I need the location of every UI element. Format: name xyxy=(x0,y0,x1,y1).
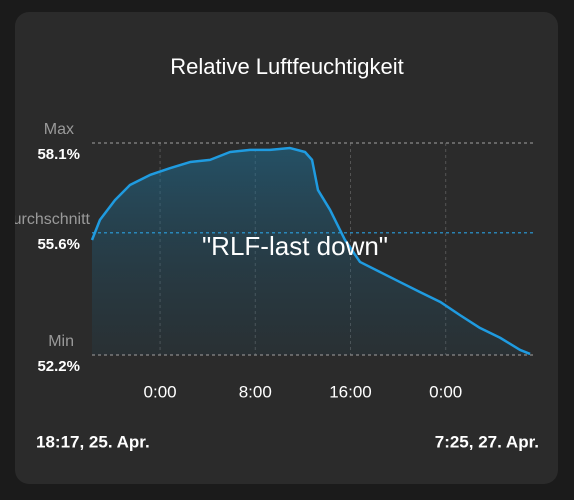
start-label: 18:17, 25. Apr. xyxy=(36,432,150,451)
reference-name: Durchschnitt xyxy=(1,211,90,228)
reference-value: 55.6% xyxy=(37,236,80,253)
x-tick-label: 0:00 xyxy=(144,382,177,401)
reference-value: 52.2% xyxy=(37,358,80,375)
reference-value: 58.1% xyxy=(37,146,80,163)
reference-name: Min xyxy=(48,333,74,350)
x-tick-label: 8:00 xyxy=(239,382,272,401)
card-content: Relative Luftfeuchtigkeit 18:17, 25. Apr… xyxy=(1,54,539,452)
end-label: 7:25, 27. Apr. xyxy=(435,432,539,451)
line xyxy=(90,146,531,356)
annotation: "RLF-last down" xyxy=(202,231,388,261)
x-tick-label: 0:00 xyxy=(429,382,462,401)
chart-title: Relative Luftfeuchtigkeit xyxy=(170,54,404,79)
x-tick-label: 16:00 xyxy=(329,382,372,401)
area xyxy=(92,148,531,355)
reference-name: Max xyxy=(44,121,74,138)
